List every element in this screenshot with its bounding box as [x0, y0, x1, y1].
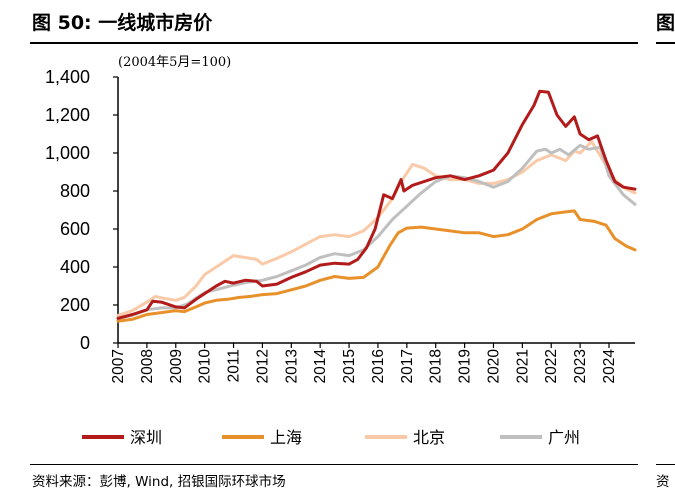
series-line-2	[116, 140, 637, 317]
x-tick-label: 2015	[341, 349, 358, 383]
y-tick-label: 1,400	[45, 67, 90, 87]
adjacent-source-rule	[656, 464, 675, 465]
series-line-1	[116, 209, 637, 323]
x-tick-label: 2022	[543, 349, 560, 383]
legend-label: 深圳	[130, 428, 162, 447]
legend-label: 上海	[270, 428, 302, 447]
x-tick-label: 2007	[110, 349, 127, 383]
x-axis: 2007 2008 2009 2010 2011 2012 2013 2014 2015 2016…	[110, 342, 635, 384]
y-tick-label: 0	[80, 333, 90, 353]
y-tick-label: 600	[60, 219, 90, 239]
series-line-3	[116, 143, 637, 320]
index-base-note: (2004年5月=100)	[118, 55, 232, 70]
y-tick-label: 400	[60, 257, 90, 277]
x-tick-label: 2012	[254, 349, 271, 383]
x-tick-label: 2010	[197, 349, 214, 384]
x-tick-label: 2020	[485, 349, 502, 384]
series-line-0	[116, 89, 637, 320]
y-tick-label: 800	[60, 181, 90, 201]
figure-title: 图 50: 一线城市房价	[32, 12, 213, 34]
source-rule	[30, 464, 638, 465]
x-tick-label: 2023	[572, 349, 589, 383]
legend: 深圳 上海 北京 广州	[82, 428, 580, 447]
x-tick-label: 2008	[139, 349, 156, 383]
x-tick-label: 2013	[283, 349, 300, 383]
y-tick-label: 1,200	[45, 105, 90, 125]
x-tick-label: 2016	[370, 349, 387, 383]
source-note: 资料来源：彭博, Wind, 招银国际环球市场	[32, 474, 286, 490]
x-tick-label: 2011	[226, 349, 243, 382]
x-tick-label: 2021	[514, 349, 531, 383]
series-lines	[116, 89, 637, 323]
adjacent-source-fragment: 资	[656, 474, 670, 490]
title-rule	[30, 42, 638, 44]
x-tick-label: 2024	[601, 349, 618, 384]
x-tick-label: 2018	[428, 349, 445, 383]
x-tick-label: 2017	[399, 349, 416, 383]
x-tick-label: 2014	[312, 349, 329, 384]
x-tick-label: 2009	[168, 349, 185, 383]
adjacent-figure-title-fragment: 图	[656, 12, 675, 34]
y-axis: 0 200 400 600 800 1,000 1,200 1,400	[45, 67, 119, 353]
adjacent-title-rule	[656, 42, 675, 44]
x-tick-label: 2019	[457, 349, 474, 383]
legend-label: 广州	[548, 428, 580, 447]
y-tick-label: 1,000	[45, 143, 90, 163]
y-tick-label: 200	[60, 295, 90, 315]
legend-label: 北京	[413, 428, 445, 447]
